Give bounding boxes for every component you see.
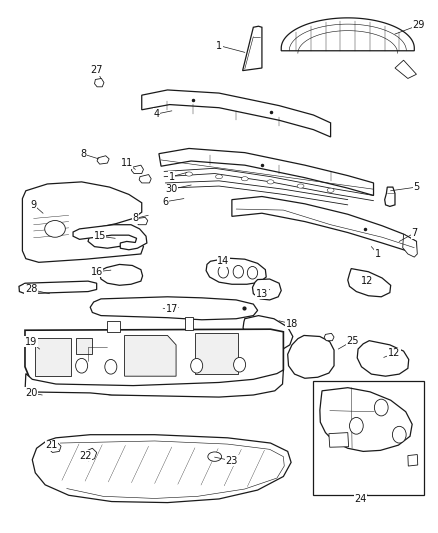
Polygon shape: [243, 316, 293, 350]
Ellipse shape: [208, 452, 222, 462]
Text: 4: 4: [154, 109, 160, 119]
Polygon shape: [95, 78, 104, 87]
Polygon shape: [107, 321, 120, 332]
Ellipse shape: [45, 221, 65, 237]
Text: 14: 14: [217, 256, 230, 266]
Text: 28: 28: [25, 285, 37, 295]
Polygon shape: [124, 335, 176, 376]
Text: 18: 18: [286, 319, 298, 329]
Polygon shape: [22, 182, 144, 262]
Text: 22: 22: [79, 450, 92, 461]
Polygon shape: [159, 149, 374, 196]
Polygon shape: [131, 165, 144, 174]
Text: 11: 11: [120, 158, 133, 168]
Text: 1: 1: [375, 249, 381, 259]
Polygon shape: [252, 279, 281, 300]
Polygon shape: [19, 281, 97, 294]
Text: 12: 12: [361, 276, 373, 286]
Circle shape: [247, 266, 258, 279]
Polygon shape: [25, 329, 283, 395]
Circle shape: [233, 358, 246, 372]
Circle shape: [374, 399, 388, 416]
Ellipse shape: [215, 175, 223, 179]
Polygon shape: [281, 18, 414, 51]
Polygon shape: [348, 269, 391, 297]
Text: 7: 7: [411, 228, 417, 238]
Ellipse shape: [241, 176, 248, 181]
Polygon shape: [137, 217, 148, 225]
Circle shape: [218, 265, 229, 278]
Polygon shape: [357, 341, 409, 376]
Text: 23: 23: [226, 456, 238, 466]
Text: 24: 24: [354, 495, 367, 504]
Polygon shape: [195, 333, 238, 374]
Polygon shape: [48, 442, 61, 453]
Circle shape: [350, 417, 363, 434]
Text: 1: 1: [216, 41, 222, 51]
Text: 19: 19: [25, 337, 37, 347]
Circle shape: [105, 359, 117, 374]
Circle shape: [233, 265, 244, 278]
Text: 9: 9: [31, 200, 37, 210]
Polygon shape: [403, 234, 417, 257]
Text: 17: 17: [166, 304, 178, 314]
Polygon shape: [288, 335, 334, 378]
Text: 1: 1: [169, 172, 175, 182]
Ellipse shape: [327, 188, 334, 192]
Text: 25: 25: [346, 336, 359, 346]
Ellipse shape: [267, 180, 274, 184]
Polygon shape: [139, 175, 151, 183]
Polygon shape: [77, 337, 92, 354]
Text: 5: 5: [413, 182, 420, 192]
Polygon shape: [320, 387, 412, 451]
Polygon shape: [243, 26, 262, 71]
Text: 21: 21: [46, 440, 58, 450]
Polygon shape: [32, 435, 291, 503]
Text: 15: 15: [93, 231, 106, 241]
Polygon shape: [90, 297, 258, 320]
Polygon shape: [84, 448, 97, 461]
Polygon shape: [97, 156, 109, 164]
Text: 29: 29: [413, 20, 425, 30]
Text: 6: 6: [162, 197, 168, 207]
Polygon shape: [324, 333, 334, 341]
Polygon shape: [385, 187, 395, 206]
Circle shape: [76, 358, 88, 373]
Polygon shape: [395, 60, 417, 78]
Polygon shape: [185, 317, 193, 330]
Polygon shape: [329, 433, 349, 447]
Polygon shape: [142, 90, 331, 137]
Polygon shape: [232, 197, 417, 254]
Ellipse shape: [186, 172, 192, 176]
Polygon shape: [73, 225, 147, 250]
Text: 12: 12: [388, 348, 400, 358]
Text: 8: 8: [132, 213, 138, 223]
Circle shape: [191, 358, 203, 373]
Polygon shape: [25, 370, 283, 397]
Text: 16: 16: [91, 266, 103, 277]
Polygon shape: [35, 337, 71, 376]
Ellipse shape: [297, 184, 304, 188]
Polygon shape: [100, 264, 143, 285]
Polygon shape: [408, 455, 418, 466]
Text: 27: 27: [90, 65, 103, 75]
Text: 30: 30: [166, 184, 178, 194]
Text: 13: 13: [256, 289, 268, 298]
Text: 8: 8: [81, 149, 87, 159]
Circle shape: [392, 426, 406, 443]
Polygon shape: [206, 258, 266, 284]
Polygon shape: [313, 382, 424, 495]
Text: 20: 20: [25, 388, 37, 398]
